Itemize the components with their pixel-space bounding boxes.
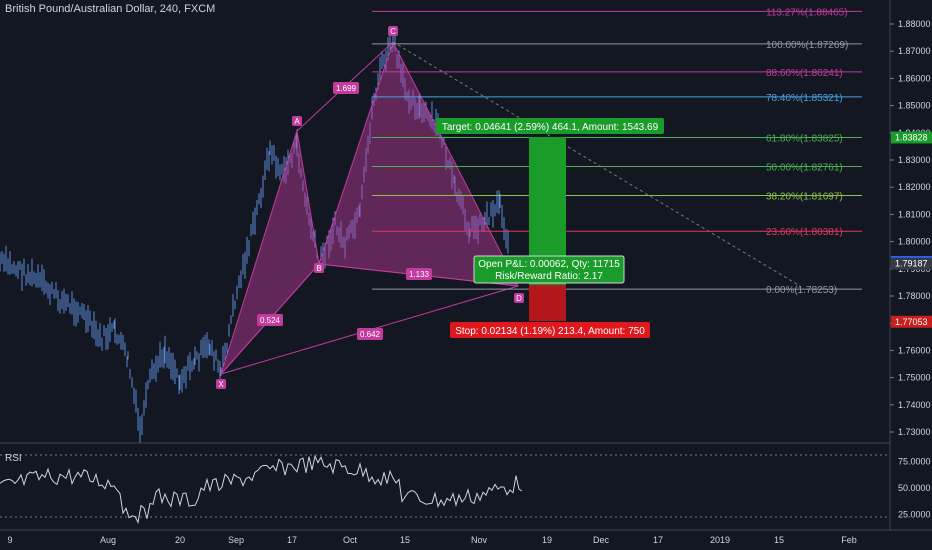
price-tick-label: 1.85000 bbox=[898, 101, 931, 111]
price-tick-label: 1.74000 bbox=[898, 400, 931, 410]
time-tick-label: Dec bbox=[593, 535, 610, 545]
ratio-xb-label: 0.524 bbox=[260, 316, 281, 325]
price-badge-label: 1.83828 bbox=[895, 132, 928, 142]
point-d-label: D bbox=[516, 294, 522, 303]
target-label-box[interactable]: Target: 0.04641 (2.59%) 464.1, Amount: 1… bbox=[436, 118, 664, 134]
point-b-marker: B bbox=[314, 263, 324, 273]
point-c-label: C bbox=[390, 27, 396, 36]
fib-level-label: 78.40%(1.85321) bbox=[766, 93, 843, 104]
target-label: Target: 0.04641 (2.59%) 464.1, Amount: 1… bbox=[442, 122, 659, 133]
price-tick-label: 1.88000 bbox=[898, 19, 931, 29]
ratio-ac-label: 1.699 bbox=[336, 84, 357, 93]
ratio-xd-label: 0.642 bbox=[360, 330, 381, 339]
rsi-tick-label: 75.0000 bbox=[898, 457, 931, 467]
time-tick-label: 9 bbox=[7, 535, 12, 545]
price-badge-label: 1.79187 bbox=[895, 259, 928, 269]
ratio-xd-badge: 0.642 bbox=[357, 328, 383, 340]
time-tick-label: 2019 bbox=[710, 535, 730, 545]
price-tick-label: 1.80000 bbox=[898, 237, 931, 247]
fib-level-label: 50.00%(1.82761) bbox=[766, 163, 843, 174]
time-tick-label: Nov bbox=[471, 535, 488, 545]
stop-label-box[interactable]: Stop: 0.02134 (1.19%) 213.4, Amount: 750 bbox=[450, 322, 650, 338]
fib-level-label: 38.20%(1.81697) bbox=[766, 191, 843, 202]
time-tick-label: Aug bbox=[100, 535, 116, 545]
price-badge: 1.83828 bbox=[891, 131, 932, 144]
risk-reward-label: Risk/Reward Ratio: 2.17 bbox=[495, 271, 603, 282]
fib-level-label: 100.00%(1.87269) bbox=[766, 40, 848, 51]
time-tick-label: Feb bbox=[841, 535, 857, 545]
time-tick-label: 17 bbox=[653, 535, 663, 545]
rsi-line bbox=[0, 454, 523, 524]
fib-level-label: 0.00%(1.78253) bbox=[766, 285, 837, 296]
rsi-axis[interactable]: 75.0000 50.0000 25.0000 bbox=[898, 457, 931, 520]
price-tick-label: 1.78000 bbox=[898, 291, 931, 301]
point-d-marker: D bbox=[514, 293, 524, 303]
fib-level-label: 23.60%(1.80381) bbox=[766, 227, 843, 238]
time-tick-label: 20 bbox=[175, 535, 185, 545]
price-tick-label: 1.86000 bbox=[898, 73, 931, 83]
ratio-bd-label: 1.133 bbox=[409, 270, 430, 279]
price-badge: 1.79187 bbox=[891, 257, 932, 270]
price-tick-label: 1.73000 bbox=[898, 427, 931, 437]
price-badge: 1.77053 bbox=[891, 315, 932, 328]
symbol-title: British Pound/Australian Dollar, 240, FX… bbox=[5, 3, 216, 15]
point-c-marker: C bbox=[388, 26, 398, 36]
price-tick-label: 1.82000 bbox=[898, 182, 931, 192]
fib-level-label: 61.80%(1.83825) bbox=[766, 134, 843, 145]
time-tick-label: Sep bbox=[228, 535, 244, 545]
rsi-title: RSI bbox=[5, 453, 22, 464]
point-b-label: B bbox=[316, 264, 321, 273]
stop-label: Stop: 0.02134 (1.19%) 213.4, Amount: 750 bbox=[455, 326, 645, 337]
time-axis[interactable]: 9 Aug 20 Sep 17 Oct 15 Nov 19 Dec 17 2019 15 Feb bbox=[7, 535, 856, 545]
point-a-label: A bbox=[294, 117, 300, 126]
time-tick-label: 15 bbox=[774, 535, 784, 545]
open-pl-box[interactable]: Open P&L: 0.00062, Qty: 11715 Risk/Rewar… bbox=[473, 255, 625, 284]
ratio-bd-badge: 1.133 bbox=[406, 268, 432, 280]
xab-triangle bbox=[220, 130, 320, 375]
time-tick-label: 19 bbox=[542, 535, 552, 545]
stop-zone[interactable] bbox=[529, 285, 566, 321]
time-tick-label: 15 bbox=[400, 535, 410, 545]
price-tick-label: 1.76000 bbox=[898, 345, 931, 355]
point-a-marker: A bbox=[292, 116, 302, 126]
rsi-tick-label: 25.0000 bbox=[898, 510, 931, 520]
bcd-triangle bbox=[318, 40, 519, 287]
price-series bbox=[0, 33, 517, 444]
price-tick-label: 1.83000 bbox=[898, 155, 931, 165]
ratio-xb-badge: 0.524 bbox=[257, 314, 283, 326]
price-axis[interactable]: 1.880001.870001.860001.850001.840001.830… bbox=[890, 19, 932, 437]
time-tick-label: Oct bbox=[343, 535, 358, 545]
ratio-ac-badge: 1.699 bbox=[333, 82, 359, 94]
projection-dashed-line bbox=[392, 41, 801, 287]
price-tick-label: 1.87000 bbox=[898, 46, 931, 56]
fibonacci-levels[interactable]: 113.27%(1.88465) 100.00%(1.87269) 88.60%(1… bbox=[372, 7, 862, 296]
price-badge-label: 1.77053 bbox=[895, 317, 928, 327]
time-tick-label: 17 bbox=[287, 535, 297, 545]
open-pl-label: Open P&L: 0.00062, Qty: 11715 bbox=[478, 259, 620, 270]
fib-level-label: 113.27%(1.88465) bbox=[766, 7, 848, 18]
price-tick-label: 1.75000 bbox=[898, 373, 931, 383]
price-tick-label: 1.81000 bbox=[898, 209, 931, 219]
fib-level-label: 88.60%(1.86241) bbox=[766, 68, 843, 79]
point-x-label: X bbox=[218, 380, 224, 389]
point-x-marker: X bbox=[216, 379, 226, 389]
rsi-tick-label: 50.0000 bbox=[898, 483, 931, 493]
